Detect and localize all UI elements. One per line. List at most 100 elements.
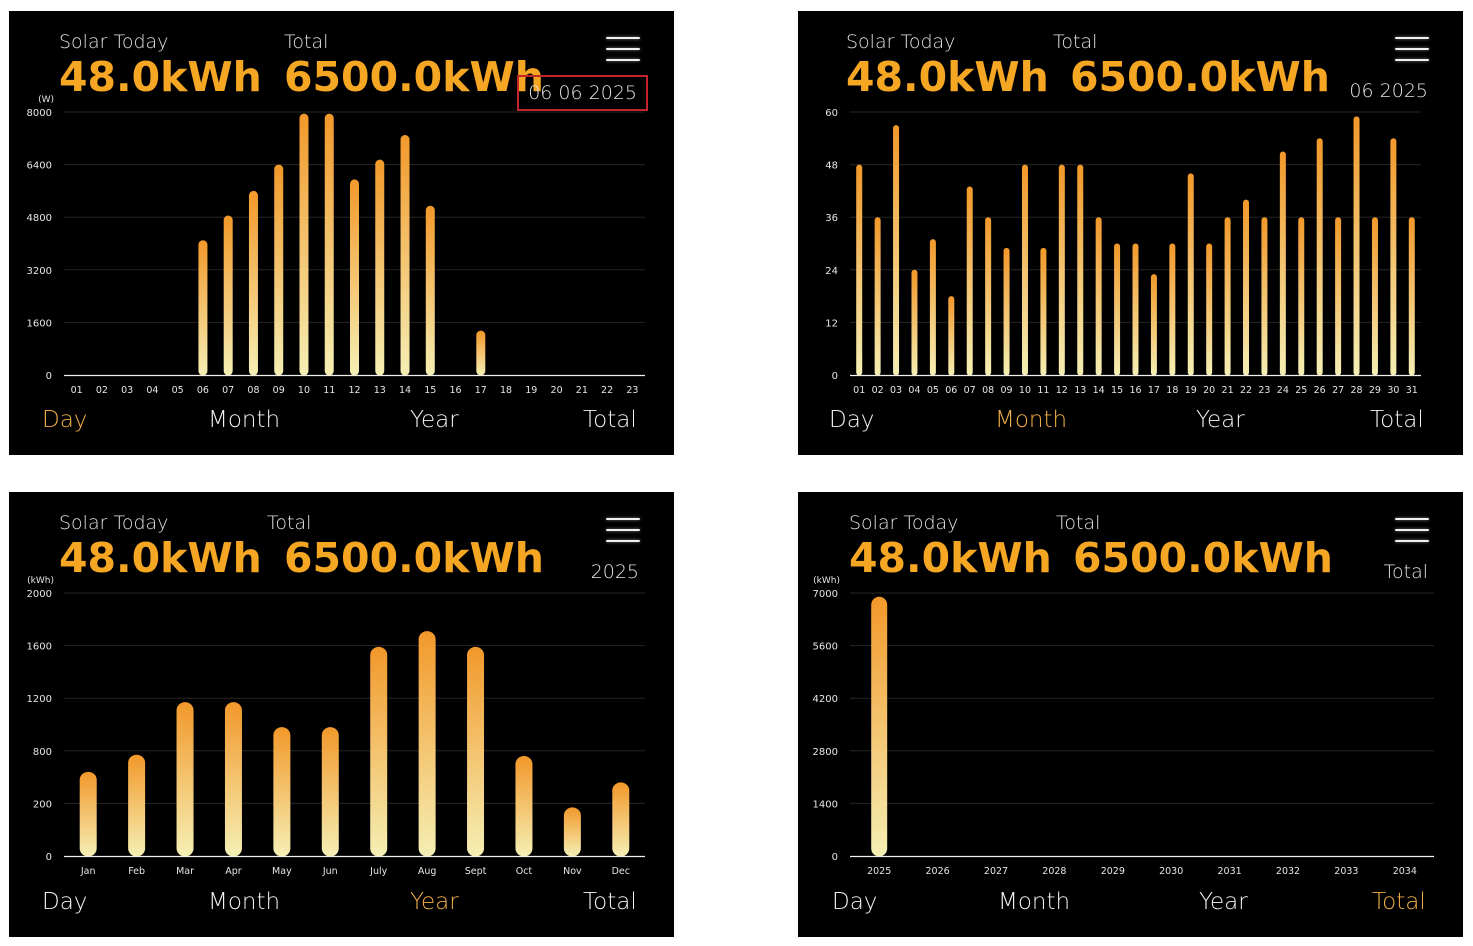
bar-01[interactable] — [856, 164, 863, 376]
bar-07[interactable] — [223, 215, 233, 376]
bar-28[interactable] — [1353, 116, 1360, 376]
bar-14[interactable] — [1095, 217, 1102, 376]
hamburger-menu-icon[interactable] — [1395, 518, 1429, 542]
bar-24[interactable] — [1279, 151, 1286, 376]
tab-day[interactable]: Day — [832, 889, 878, 915]
x-tick-label: 02 — [96, 385, 108, 396]
x-tick-label: 07 — [964, 385, 976, 396]
bar-18[interactable] — [1169, 243, 1176, 376]
tab-day[interactable]: Day — [42, 889, 88, 915]
bar-Sept[interactable] — [467, 646, 485, 857]
x-tick-label: 17 — [1148, 385, 1160, 396]
tab-month[interactable]: Month — [208, 407, 281, 433]
bar-23[interactable] — [1261, 217, 1268, 376]
tab-month[interactable]: Month — [208, 889, 281, 915]
tab-month[interactable]: Month — [995, 407, 1068, 433]
date-selector[interactable]: 06 06 2025 — [517, 75, 648, 111]
bar-16[interactable] — [1132, 243, 1139, 376]
bar-22[interactable] — [1243, 199, 1250, 376]
total-label: Total — [267, 512, 312, 534]
bar-10[interactable] — [1021, 164, 1028, 376]
date-selector[interactable]: 2025 — [590, 561, 639, 583]
bar-12[interactable] — [1058, 164, 1065, 376]
x-tick-label: Nov — [563, 866, 582, 877]
bar-04[interactable] — [911, 269, 918, 376]
x-tick-label: Jun — [322, 866, 338, 877]
bar-09[interactable] — [1003, 247, 1010, 376]
bar-2025[interactable] — [871, 596, 888, 857]
year-chart: 0 200 800 1200 1600 2000 (kWh) Jan Feb Mar Apr May J… — [27, 576, 645, 877]
bar-09[interactable] — [274, 164, 284, 376]
x-tick-label: 2030 — [1159, 866, 1183, 877]
x-tick-label: Mar — [176, 866, 194, 877]
x-tick-label: 03 — [890, 385, 902, 396]
bar-Jan[interactable] — [79, 771, 97, 857]
bar-Apr[interactable] — [224, 702, 242, 857]
total-label: Total — [284, 31, 329, 53]
y-tick-label: 1200 — [27, 694, 52, 705]
bar-Mar[interactable] — [176, 702, 194, 857]
bar-25[interactable] — [1298, 217, 1305, 376]
x-tick-label: 23 — [626, 385, 638, 396]
bar-July[interactable] — [370, 646, 388, 857]
bar-19[interactable] — [1187, 173, 1194, 376]
x-tick-label: Apr — [225, 866, 242, 877]
bar-29[interactable] — [1371, 217, 1378, 376]
bar-05[interactable] — [929, 239, 936, 376]
bar-31[interactable] — [1408, 217, 1415, 376]
bar-17[interactable] — [476, 330, 486, 376]
bar-30[interactable] — [1390, 138, 1397, 376]
bar-15[interactable] — [1114, 243, 1121, 376]
x-tick-label: 2033 — [1334, 866, 1358, 877]
hamburger-menu-icon[interactable] — [606, 518, 640, 542]
bar-27[interactable] — [1335, 217, 1342, 376]
bar-Nov[interactable] — [563, 807, 581, 857]
solar-today-value: 48.0kWh — [59, 53, 262, 101]
bar-03[interactable] — [893, 125, 900, 376]
tab-total[interactable]: Total — [1370, 407, 1424, 433]
tab-day[interactable]: Day — [829, 407, 875, 433]
bar-08[interactable] — [985, 217, 992, 376]
bar-Feb[interactable] — [128, 754, 146, 857]
tab-year[interactable]: Year — [1199, 889, 1248, 915]
tab-day[interactable]: Day — [42, 407, 88, 433]
date-selector[interactable]: Total — [1383, 561, 1428, 583]
bar-15[interactable] — [425, 205, 435, 376]
bar-13[interactable] — [375, 159, 385, 376]
bar-Jun[interactable] — [321, 727, 339, 857]
bar-11[interactable] — [324, 113, 334, 376]
bar-11[interactable] — [1040, 247, 1047, 376]
bar-26[interactable] — [1316, 138, 1323, 376]
bar-10[interactable] — [299, 113, 309, 376]
bar-06[interactable] — [198, 240, 208, 376]
tab-year[interactable]: Year — [410, 407, 459, 433]
bar-17[interactable] — [1150, 274, 1157, 376]
bar-21[interactable] — [1224, 217, 1231, 376]
bar-13[interactable] — [1077, 164, 1084, 376]
bar-Oct[interactable] — [515, 756, 533, 857]
y-tick-label: 800 — [33, 747, 52, 758]
tab-total[interactable]: Total — [583, 889, 637, 915]
bar-May[interactable] — [273, 727, 291, 857]
x-tick-label: 13 — [1074, 385, 1086, 396]
bar-08[interactable] — [248, 190, 258, 376]
bar-06[interactable] — [948, 296, 955, 376]
tab-year[interactable]: Year — [410, 889, 459, 915]
bar-14[interactable] — [400, 135, 410, 376]
tab-year[interactable]: Year — [1196, 407, 1245, 433]
tab-total[interactable]: Total — [1372, 889, 1426, 915]
bar-Aug[interactable] — [418, 631, 436, 857]
bar-20[interactable] — [1206, 243, 1213, 376]
bar-Dec[interactable] — [612, 782, 630, 857]
bar-02[interactable] — [874, 217, 881, 376]
bar-12[interactable] — [350, 179, 359, 376]
date-selector[interactable]: 06 2025 — [1349, 80, 1428, 102]
tab-month[interactable]: Month — [998, 889, 1071, 915]
tab-total[interactable]: Total — [583, 407, 637, 433]
hamburger-menu-icon[interactable] — [1395, 37, 1429, 61]
year-panel: 0 200 800 1200 1600 2000 (kWh) Jan Feb Mar Apr May J… — [9, 492, 674, 937]
y-tick-label: 1600 — [27, 642, 52, 653]
hamburger-menu-icon[interactable] — [606, 37, 640, 61]
x-tick-label: 04 — [146, 385, 158, 396]
bar-07[interactable] — [966, 186, 973, 376]
